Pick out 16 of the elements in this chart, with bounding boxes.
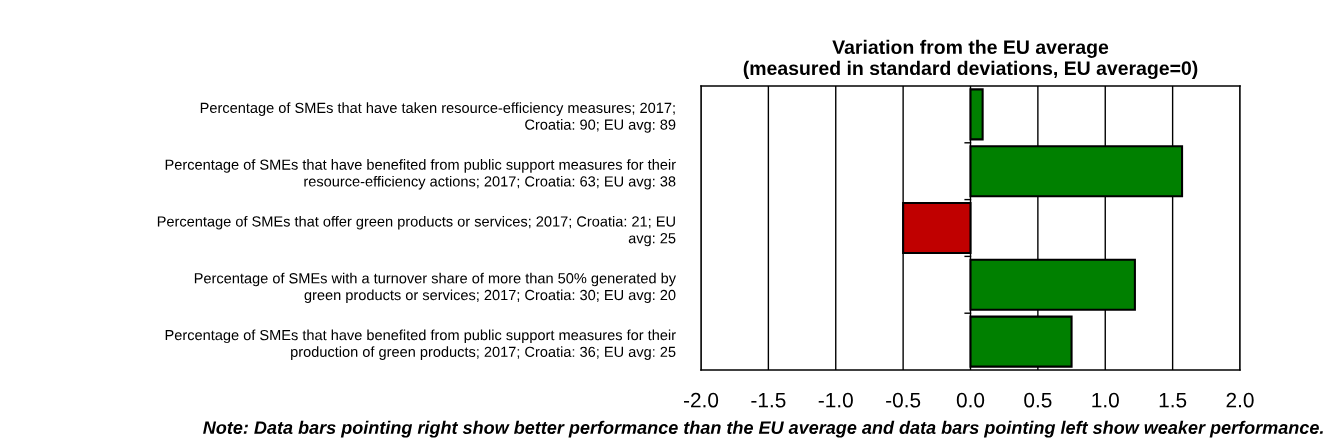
x-tick-label: -2.0 bbox=[683, 392, 719, 408]
x-tick-label: 1.5 bbox=[1159, 392, 1187, 408]
y-tick-label: Percentage of SMEs that have taken resource-efficiency measures; 2017; Croatia: 90; EU avg: 89 bbox=[200, 102, 676, 133]
x-tick-label: 2.0 bbox=[1226, 392, 1254, 408]
x-tick-label: -1.5 bbox=[751, 392, 786, 408]
chart-title: Variation from the EU average (measured in standard deviations, EU average=0) bbox=[743, 39, 1198, 80]
y-tick-label: Percentage of SMEs that have benefited from public support measures for their production of green products; 2017; Croatia: 36; EU avg: 25 bbox=[165, 329, 676, 360]
y-tick-label: Percentage of SMEs with a turnover share of more than 50% generated by green products or services; 2017; Croatia: 30; EU avg: 20 bbox=[194, 272, 677, 304]
x-tick-label: -1.0 bbox=[818, 392, 853, 408]
text: Note: Data bars pointing right show better performance than the EU average and data bars pointing left show weaker performance. bbox=[203, 420, 1323, 438]
x-tick-label: 1.0 bbox=[1092, 392, 1119, 408]
y-tick-label: Percentage of SMEs that offer green products or services; 2017; Croatia: 21; EU avg: 25 bbox=[157, 215, 676, 247]
x-tick-label: -0.5 bbox=[886, 392, 921, 408]
x-tick-label: 0.0 bbox=[956, 392, 985, 408]
x-tick-label: 0.5 bbox=[1024, 392, 1052, 408]
y-tick-label: Percentage of SMEs that have benefited from public support measures for their resource-efficiency actions; 2017; Croatia: 63; EU avg: 38 bbox=[165, 159, 676, 190]
